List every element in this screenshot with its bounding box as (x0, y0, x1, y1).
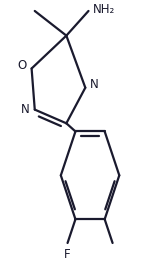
Text: N: N (90, 78, 99, 92)
Text: NH₂: NH₂ (93, 3, 115, 16)
Text: O: O (18, 59, 27, 72)
Text: F: F (64, 249, 71, 261)
Text: N: N (21, 103, 30, 116)
